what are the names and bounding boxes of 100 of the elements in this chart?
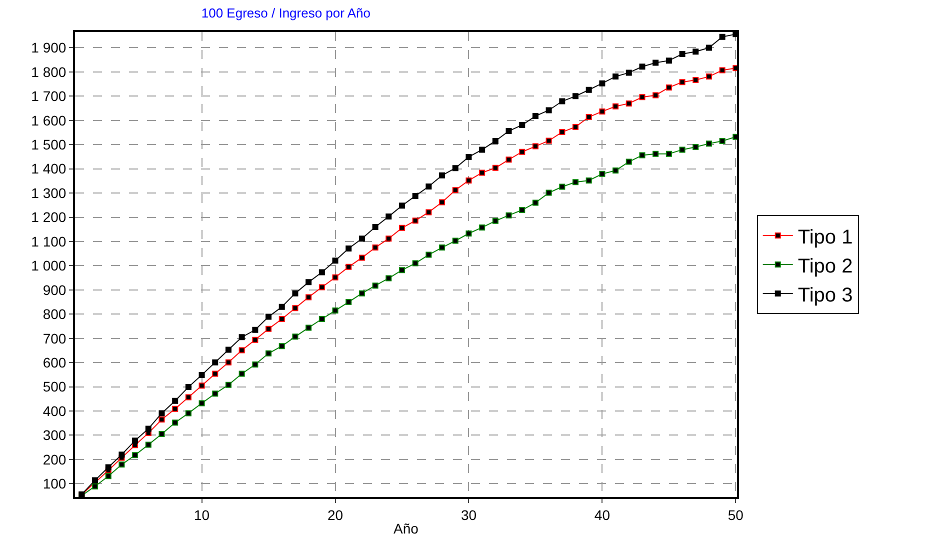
legend-label: Tipo 2 [798, 255, 853, 278]
y-tick-label: 400 [42, 402, 66, 419]
point [332, 274, 338, 280]
point [639, 94, 646, 100]
point [306, 279, 312, 286]
point [346, 299, 352, 306]
point [492, 138, 498, 144]
point [479, 146, 486, 153]
point [426, 209, 432, 216]
point [466, 230, 472, 236]
point [652, 92, 659, 98]
x-tick-label: 40 [594, 506, 610, 523]
point [266, 314, 272, 320]
point [532, 200, 538, 206]
point [252, 326, 258, 333]
point [198, 382, 205, 389]
point [292, 334, 298, 340]
point [706, 44, 712, 51]
point [679, 79, 686, 86]
point [652, 60, 659, 66]
y-tick-label: 900 [42, 282, 66, 298]
point [252, 336, 258, 343]
point [466, 177, 472, 184]
point [639, 64, 646, 70]
x-axis-title: Año [394, 520, 419, 537]
point [412, 192, 418, 199]
point [306, 294, 312, 300]
point [105, 473, 112, 480]
point [639, 152, 646, 158]
point [225, 346, 232, 353]
point [212, 390, 218, 397]
y-tick-label: 200 [42, 451, 66, 468]
legend-label: Tipo 1 [798, 226, 853, 248]
point [172, 420, 178, 426]
point [172, 398, 178, 404]
point [692, 76, 699, 83]
y-tick-label: 300 [42, 427, 66, 444]
point [426, 252, 432, 258]
x-tick-label: 30 [460, 506, 477, 523]
point [586, 114, 592, 120]
point [586, 177, 592, 184]
point [519, 122, 526, 128]
point [238, 370, 245, 377]
y-tick-label: 600 [42, 354, 66, 370]
point [358, 254, 365, 261]
point [452, 165, 458, 172]
point [572, 179, 578, 186]
point [506, 156, 512, 163]
point [599, 170, 606, 177]
point [346, 246, 352, 252]
point [145, 426, 152, 432]
point [626, 100, 632, 106]
point [626, 70, 632, 76]
point [212, 370, 218, 377]
point [719, 138, 726, 144]
point [278, 316, 285, 322]
point [412, 218, 418, 224]
x-tick-label: 10 [194, 506, 210, 523]
point [666, 58, 672, 64]
point [92, 483, 98, 490]
point [306, 324, 312, 331]
point [452, 187, 458, 194]
point [546, 138, 552, 144]
point [358, 236, 365, 242]
point [172, 406, 178, 412]
point [252, 362, 258, 368]
point [132, 452, 138, 458]
point [519, 148, 526, 155]
point [426, 184, 432, 190]
point [132, 438, 138, 444]
y-tick-label: 1 000 [31, 258, 66, 274]
y-tick-label: 1 100 [31, 233, 66, 250]
point [198, 372, 205, 378]
point [706, 74, 712, 80]
y-tick-label: 700 [42, 330, 66, 346]
point [292, 290, 298, 296]
point [692, 48, 699, 55]
point [145, 442, 152, 448]
point [586, 86, 592, 93]
point [412, 260, 418, 266]
point [198, 400, 205, 406]
point [666, 150, 672, 157]
point [452, 238, 458, 244]
point [346, 264, 352, 270]
point [185, 394, 192, 400]
point [386, 236, 392, 242]
point [599, 108, 606, 114]
point [118, 452, 125, 458]
point [519, 207, 526, 214]
point [506, 128, 512, 134]
y-tick-label: 1 300 [31, 184, 66, 201]
point [185, 410, 192, 416]
point [158, 410, 165, 416]
point [679, 51, 686, 58]
point [158, 431, 165, 438]
point [332, 258, 338, 264]
point [559, 129, 566, 136]
point [506, 212, 512, 218]
point [292, 305, 298, 312]
point [386, 214, 392, 220]
